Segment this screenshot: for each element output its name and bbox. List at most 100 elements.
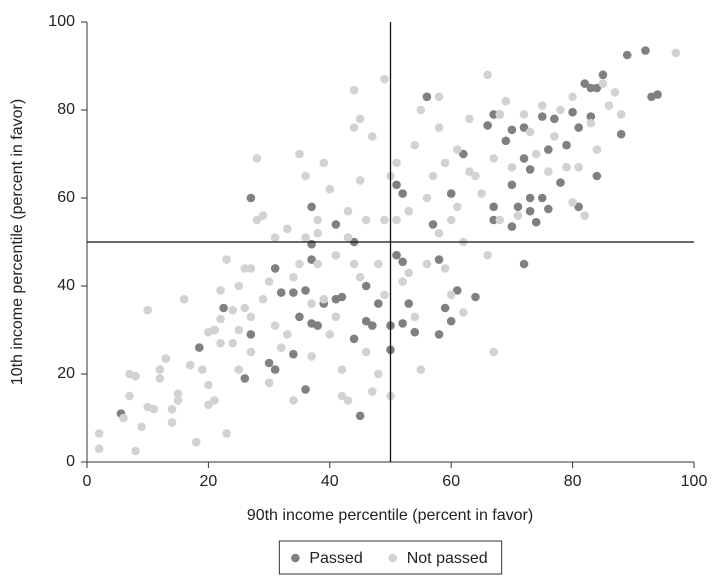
- point: [489, 215, 498, 225]
- point: [544, 145, 553, 154]
- point: [434, 123, 444, 132]
- point: [173, 396, 183, 405]
- point: [276, 343, 286, 352]
- point: [446, 290, 456, 300]
- point: [410, 140, 420, 150]
- point: [276, 288, 286, 297]
- legend-marker: [291, 553, 300, 563]
- point: [392, 180, 401, 190]
- point: [307, 255, 316, 264]
- point: [568, 92, 577, 102]
- point: [270, 321, 280, 330]
- point: [361, 215, 371, 225]
- point: [465, 167, 474, 176]
- point: [404, 206, 414, 216]
- point: [507, 180, 517, 190]
- legend-label: Not passed: [407, 550, 488, 567]
- point: [246, 264, 256, 273]
- x-tick-label: 60: [442, 473, 460, 490]
- point: [404, 299, 414, 308]
- point: [319, 158, 329, 168]
- point: [574, 202, 583, 212]
- point: [483, 250, 492, 260]
- y-tick-label: 40: [57, 277, 75, 294]
- point: [446, 189, 456, 198]
- point: [483, 70, 492, 80]
- point: [592, 171, 602, 181]
- point: [94, 429, 104, 438]
- point: [580, 211, 590, 220]
- point: [264, 358, 274, 368]
- point: [161, 354, 171, 363]
- point: [355, 411, 365, 421]
- point: [537, 112, 547, 121]
- point: [246, 330, 256, 339]
- point: [270, 233, 280, 242]
- point: [489, 202, 498, 212]
- point: [653, 90, 662, 99]
- point: [167, 404, 177, 414]
- point: [568, 198, 577, 207]
- point: [440, 264, 450, 273]
- point: [210, 325, 219, 335]
- point: [289, 349, 298, 359]
- point: [349, 259, 359, 269]
- point: [374, 299, 383, 308]
- point: [422, 193, 432, 203]
- point: [216, 314, 225, 324]
- point: [531, 217, 541, 227]
- point: [94, 444, 104, 454]
- point: [289, 288, 298, 297]
- point: [525, 206, 535, 216]
- point: [319, 294, 329, 304]
- point: [616, 129, 626, 139]
- point: [586, 83, 596, 93]
- point: [325, 330, 335, 339]
- point: [398, 319, 407, 328]
- point: [416, 365, 426, 374]
- point: [434, 228, 444, 238]
- point: [119, 413, 128, 423]
- point: [452, 145, 462, 154]
- point: [392, 250, 401, 260]
- point: [367, 387, 377, 396]
- point: [452, 286, 462, 295]
- point: [295, 312, 304, 322]
- point: [313, 228, 322, 238]
- point: [446, 215, 456, 225]
- point: [361, 347, 371, 357]
- x-tick-label: 20: [200, 473, 218, 490]
- point: [452, 202, 462, 212]
- point: [234, 281, 244, 291]
- point: [410, 327, 420, 337]
- point: [331, 312, 341, 322]
- point: [349, 123, 359, 132]
- point: [477, 189, 486, 198]
- series-0: [116, 46, 662, 421]
- point: [380, 290, 389, 300]
- x-axis-label: 90th income percentile (percent in favor…: [247, 507, 533, 524]
- point: [428, 220, 438, 229]
- series-1: [94, 48, 681, 456]
- point: [422, 92, 432, 102]
- point: [537, 101, 547, 110]
- point: [398, 257, 407, 267]
- point: [489, 154, 498, 163]
- point: [149, 404, 159, 414]
- point: [289, 396, 298, 405]
- point: [337, 365, 347, 374]
- point: [428, 171, 438, 181]
- point: [191, 437, 201, 447]
- point: [404, 268, 414, 278]
- point: [252, 215, 262, 225]
- point: [440, 303, 450, 313]
- point: [222, 255, 231, 264]
- point: [325, 184, 335, 194]
- point: [592, 145, 602, 154]
- point: [598, 70, 608, 80]
- point: [507, 222, 517, 231]
- point: [313, 321, 322, 330]
- point: [380, 74, 389, 84]
- point: [519, 123, 529, 132]
- y-tick-label: 20: [57, 365, 75, 382]
